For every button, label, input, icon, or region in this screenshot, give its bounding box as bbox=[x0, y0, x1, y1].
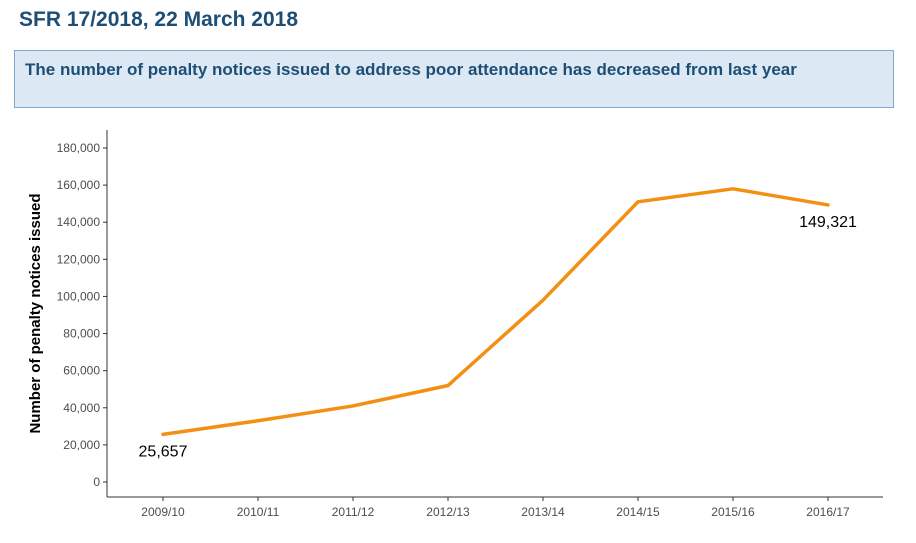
y-tick-label: 180,000 bbox=[57, 141, 101, 155]
series-group bbox=[163, 189, 828, 435]
y-tick-label: 80,000 bbox=[63, 327, 100, 341]
document-title: SFR 17/2018, 22 March 2018 bbox=[19, 8, 298, 32]
y-tick-label: 140,000 bbox=[57, 215, 101, 229]
x-tick-label: 2015/16 bbox=[711, 505, 755, 519]
y-tick-label: 0 bbox=[93, 475, 100, 489]
headline-box: The number of penalty notices issued to … bbox=[14, 50, 894, 108]
y-tick-label: 60,000 bbox=[63, 364, 100, 378]
y-tick-label: 100,000 bbox=[57, 289, 101, 303]
y-tick-label: 20,000 bbox=[63, 438, 100, 452]
x-tick-label: 2009/10 bbox=[141, 505, 185, 519]
data-label: 25,657 bbox=[139, 443, 188, 460]
x-tick-label: 2011/12 bbox=[332, 505, 375, 519]
data-label: 149,321 bbox=[799, 214, 857, 231]
headline-text: The number of penalty notices issued to … bbox=[25, 59, 885, 81]
x-tick-label: 2010/11 bbox=[237, 505, 280, 519]
y-axis-title: Number of penalty notices issued bbox=[27, 193, 44, 433]
x-tick-label: 2013/14 bbox=[521, 505, 565, 519]
y-axis: 0 20,000 40,000 60,000 80,000 100,000 120,000 1… bbox=[57, 130, 107, 497]
line-chart: 0 20,000 40,000 60,000 80,000 100,000 120,000 1… bbox=[0, 120, 916, 540]
x-axis: 2009/10 2010/11 2011/12 2012/13 2013/14 2014/… bbox=[107, 497, 883, 519]
y-tick-label: 40,000 bbox=[63, 401, 100, 415]
y-tick-label: 160,000 bbox=[57, 178, 101, 192]
series-line bbox=[163, 189, 828, 435]
x-tick-label: 2012/13 bbox=[426, 505, 470, 519]
y-tick-label: 120,000 bbox=[57, 252, 101, 266]
x-tick-label: 2016/17 bbox=[806, 505, 850, 519]
x-tick-label: 2014/15 bbox=[616, 505, 660, 519]
